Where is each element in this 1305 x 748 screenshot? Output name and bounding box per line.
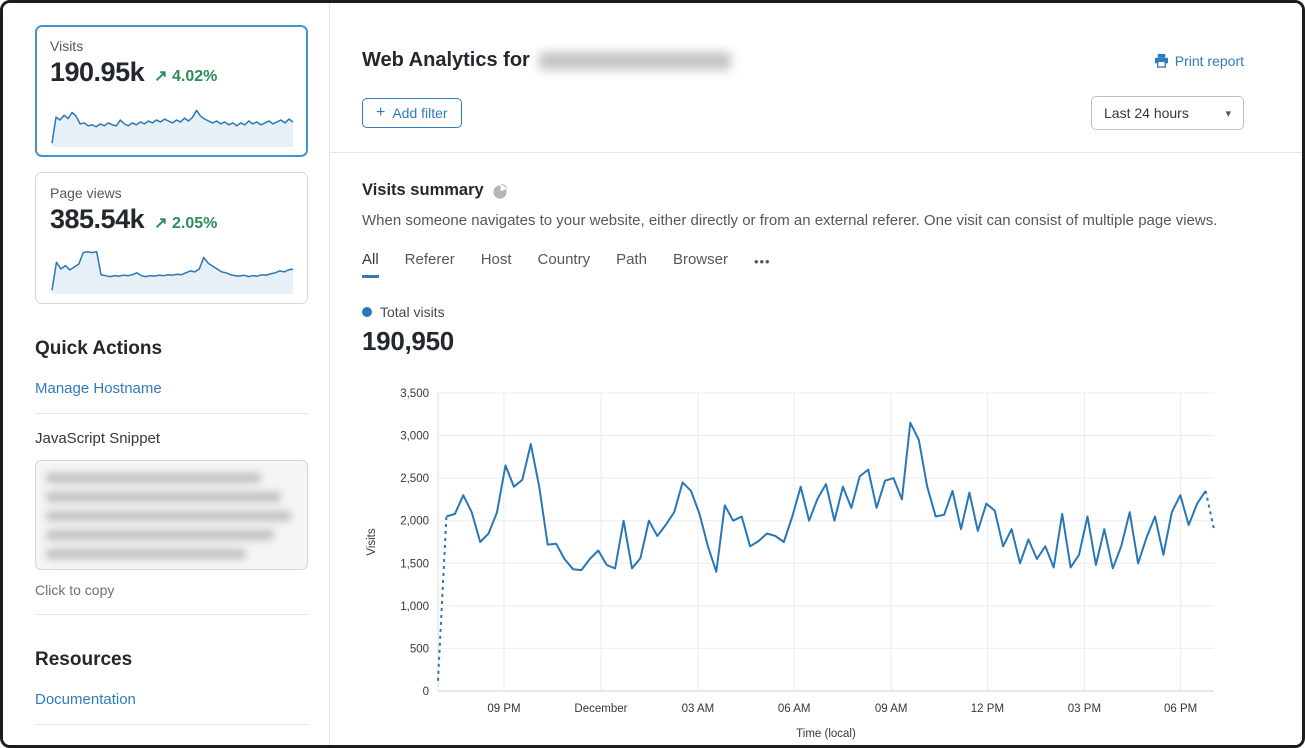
visits-summary-description: When someone navigates to your website, … [362,212,1218,229]
pie-chart-icon [493,183,508,199]
tab-host[interactable]: Host [480,251,512,268]
divider [35,614,308,615]
manage-hostname-link[interactable]: Manage Hostname [35,380,162,397]
javascript-snippet-label: JavaScript Snippet [35,430,161,447]
page-title: Web Analytics for [362,49,731,72]
svg-text:2,000: 2,000 [400,516,429,528]
tab-all[interactable]: All [362,251,379,278]
blurred-code-line [46,492,281,502]
chart-legend: Total visits [362,304,1244,320]
trend-up-icon: ↗ [154,215,168,232]
svg-text:3,000: 3,000 [400,431,429,443]
printer-icon [1154,53,1168,68]
time-range-value: Last 24 hours [1104,105,1189,121]
svg-text:500: 500 [410,643,429,655]
metric-delta: ↗ 2.05% [154,215,218,232]
svg-text:06 AM: 06 AM [778,703,811,715]
metric-delta: ↗ 4.02% [154,68,218,85]
javascript-snippet-code-box[interactable] [35,460,308,570]
svg-text:03 AM: 03 AM [682,703,715,715]
visits-sparkline-chart [51,109,294,147]
visits-line-chart: 0 500 1,000 1,500 2,000 2,500 3,000 3,500 09 PM D… [366,388,1215,740]
svg-text:December: December [574,703,627,715]
print-report-link[interactable]: Print report [1154,53,1244,69]
blurred-code-line [46,530,274,540]
svg-text:1,000: 1,000 [400,601,429,613]
legend-dot-icon [362,307,372,317]
plus-icon: + [376,104,386,121]
more-tabs-button[interactable]: ••• [753,253,771,269]
metric-card-visits[interactable]: Visits 190.95k ↗ 4.02% [35,25,308,157]
metric-label: Page views [50,185,122,201]
trend-up-icon: ↗ [154,68,168,85]
click-to-copy-hint: Click to copy [35,582,115,598]
svg-text:2,500: 2,500 [400,473,429,485]
svg-text:Time (local): Time (local) [796,728,856,740]
divider [35,413,308,414]
tab-referer[interactable]: Referer [404,251,455,268]
print-report-label: Print report [1174,52,1244,69]
divider [330,152,1302,153]
add-filter-label: Add filter [392,105,448,121]
tab-path[interactable]: Path [616,251,647,268]
chevron-down-icon: ▾ [1225,107,1231,120]
divider [35,724,308,725]
blurred-site-domain [538,51,731,70]
svg-text:3,500: 3,500 [400,388,429,400]
add-filter-button[interactable]: + Add filter [362,98,462,128]
blurred-code-line [46,511,291,521]
svg-text:06 PM: 06 PM [1164,703,1197,715]
total-visits-value: 190,950 [362,326,454,356]
blurred-code-line [46,473,261,483]
tab-country[interactable]: Country [537,251,591,268]
page-views-sparkline-chart [51,250,294,294]
svg-text:09 PM: 09 PM [487,703,520,715]
legend-label: Total visits [380,304,445,320]
main-panel: Web Analytics for Print report + Add fil… [329,3,1302,745]
visits-summary-title: Visits summary [362,181,484,199]
metric-value: 385.54k [50,204,145,234]
resources-heading: Resources [35,649,133,670]
svg-text:03 PM: 03 PM [1068,703,1101,715]
svg-text:12 PM: 12 PM [971,703,1004,715]
sidebar: Visits 190.95k ↗ 4.02% Page views 385.54… [3,3,329,745]
time-range-dropdown[interactable]: Last 24 hours ▾ [1091,96,1244,130]
svg-text:0: 0 [423,686,429,698]
quick-actions-heading: Quick Actions [35,338,163,359]
metric-label: Visits [50,38,84,54]
svg-text:09 AM: 09 AM [875,703,908,715]
metric-card-page-views[interactable]: Page views 385.54k ↗ 2.05% [35,172,308,304]
metric-value: 190.95k [50,57,145,87]
svg-text:Visits: Visits [366,528,378,556]
tab-browser[interactable]: Browser [672,251,728,268]
dimension-tabs: All Referer Host Country Path Browser ••… [362,251,1244,278]
blurred-code-line [46,549,246,559]
documentation-link[interactable]: Documentation [35,691,136,708]
svg-text:1,500: 1,500 [400,558,429,570]
